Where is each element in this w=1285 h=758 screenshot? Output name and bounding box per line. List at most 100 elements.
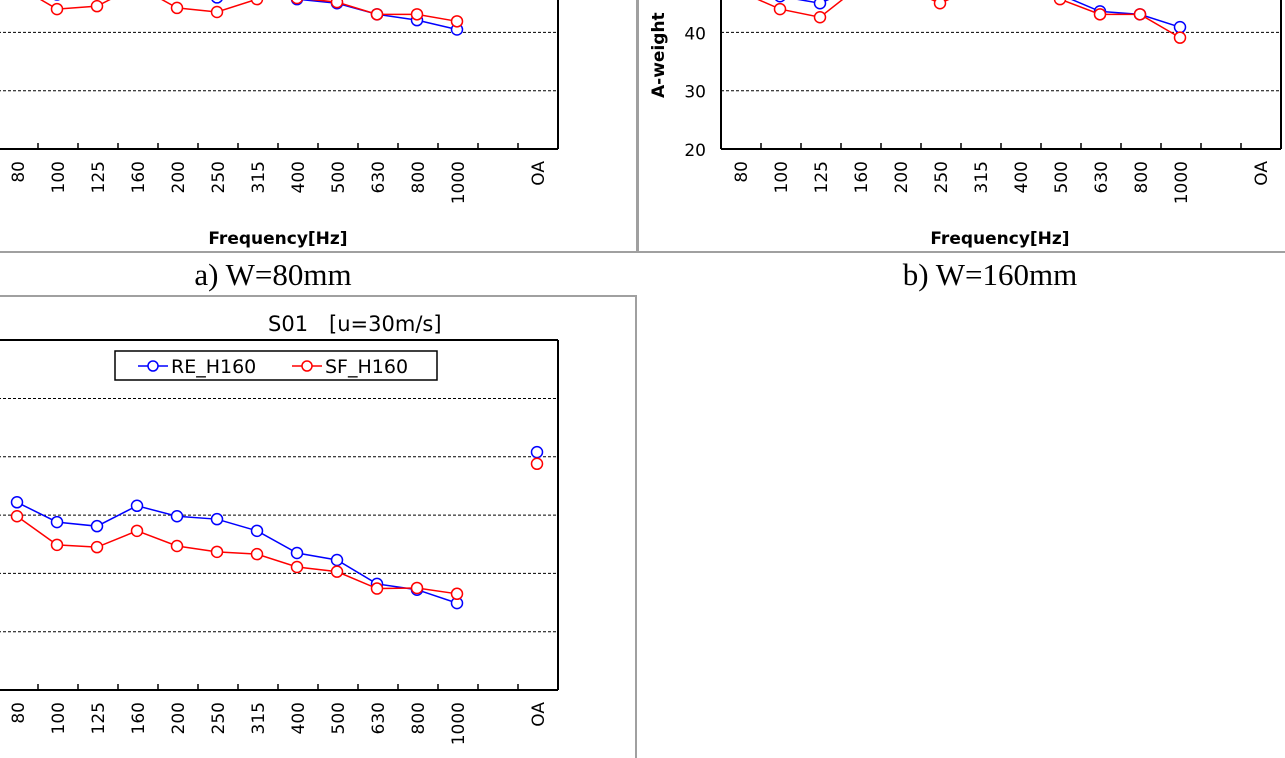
x-tick-label: 80 (732, 161, 752, 183)
data-point-re_h160 (210, 512, 224, 526)
data-point-sf (933, 0, 947, 10)
x-tick-label: 400 (289, 161, 309, 193)
x-tick-label: 400 (1012, 161, 1032, 193)
chart-panel-b: 80 100 125 160 200 250 315 400 500 630 800 1000 OA 20… (684, 0, 1282, 204)
x-axis-label-a: Frequency[Hz] (208, 229, 347, 249)
x-tick-label: 800 (1132, 161, 1152, 193)
data-point-sf_h160 (90, 540, 104, 554)
data-point-sf (773, 2, 787, 16)
x-tick-label: 250 (932, 161, 952, 193)
caption-b: b) W=160mm (903, 257, 1077, 292)
data-point-sf (410, 8, 424, 21)
x-tick-label: 1000 (1172, 161, 1192, 204)
data-point-sf_h160 (210, 545, 224, 559)
data-point-re_h160 (10, 496, 24, 509)
x-tick-label: 125 (89, 161, 109, 193)
x-tick-label: 315 (249, 702, 269, 734)
data-point-sf_h160 (250, 547, 264, 561)
legend-label: SF_H160 (325, 356, 408, 378)
data-point-sf (170, 1, 184, 15)
data-point-sf_h160 (10, 510, 24, 523)
legend-box (114, 350, 438, 381)
x-tick-label: 125 (812, 161, 832, 193)
data-point-sf (90, 0, 104, 13)
data-point-sf (291, 0, 303, 5)
x-tick-label: 500 (329, 702, 349, 734)
x-tick-label: OA (1252, 161, 1272, 186)
x-tick-label: 160 (852, 161, 872, 193)
chart-title-c: S01 [u=30m/s] (268, 312, 442, 336)
x-tick-label: 1000 (449, 161, 469, 204)
data-point-re_h160 (290, 546, 304, 560)
series-line-sf_h160 (16, 515, 458, 595)
data-point-re_h160 (330, 553, 344, 567)
data-point-sf_h160 (290, 560, 304, 574)
legend: RE_H160 SF_H160 (114, 350, 438, 381)
x-tick-label: 160 (129, 702, 149, 734)
x-tick-label: 800 (409, 161, 429, 193)
x-tick-label: 500 (329, 161, 349, 193)
data-point-sf (1173, 31, 1187, 44)
data-point-re (211, 0, 223, 4)
x-tick-label: 400 (289, 702, 309, 734)
data-point-sf (1093, 8, 1107, 21)
x-tick-label: 200 (892, 161, 912, 193)
y-tick-label: 40 (684, 24, 706, 44)
x-axis-label-b: Frequency[Hz] (930, 229, 1069, 249)
data-point-sf_h160 (530, 457, 544, 471)
x-tick-label: 100 (49, 702, 69, 734)
caption-a: a) W=80mm (194, 257, 351, 292)
legend-label: RE_H160 (171, 356, 256, 378)
data-point-re_h160 (90, 519, 104, 533)
y-axis-label-b: A-weight (649, 12, 669, 98)
data-point-sf (370, 8, 384, 21)
data-point-re_h160 (170, 510, 184, 523)
series-line-sf (39, 0, 458, 23)
panel-b-frame (637, 0, 1285, 253)
data-point-sf_h160 (450, 587, 464, 601)
data-point-re (774, 0, 786, 3)
data-point-sf (250, 0, 264, 6)
y-tick-label: 30 (684, 83, 706, 103)
series-group (757, 0, 1187, 44)
data-point-re_h160 (530, 445, 544, 459)
data-point-re_h160 (50, 515, 64, 529)
panel-a-frame (0, 0, 638, 253)
x-tick-label: 80 (9, 702, 29, 724)
data-point-sf (330, 0, 344, 9)
x-tick-label: 800 (409, 702, 429, 734)
data-point-sf_h160 (170, 539, 184, 553)
x-tick-label: 250 (209, 161, 229, 193)
data-point-sf (1053, 0, 1067, 6)
series-group (39, 0, 464, 36)
x-tick-label: 315 (249, 161, 269, 193)
data-point-sf (210, 5, 224, 19)
data-point-sf_h160 (50, 538, 64, 552)
data-point-sf (813, 10, 827, 24)
chart-panel-c: 80 100 125 160 200 250 315 400 500 630 800 1000 OA RE… (0, 339, 559, 745)
series-line-re (297, 0, 458, 31)
data-point-sf_h160 (130, 524, 144, 538)
data-point-sf (450, 15, 464, 28)
x-tick-label: 200 (169, 161, 189, 193)
data-point-sf_h160 (370, 582, 384, 595)
x-tick-label: 500 (1052, 161, 1072, 193)
x-tick-label: 200 (169, 702, 189, 734)
x-tick-label: 630 (1092, 161, 1112, 193)
x-tick-label: OA (529, 702, 549, 727)
data-point-sf (1133, 8, 1147, 21)
x-tick-label: OA (529, 161, 549, 186)
x-tick-label: 160 (129, 161, 149, 193)
y-tick-label: 20 (684, 141, 706, 161)
data-point-sf (50, 2, 64, 16)
data-point-re (813, 0, 827, 10)
x-tick-label: 1000 (449, 702, 469, 745)
x-tick-label: 250 (209, 702, 229, 734)
data-point-sf_h160 (330, 565, 344, 578)
data-point-sf_h160 (410, 581, 424, 595)
data-point-re (1173, 20, 1187, 34)
data-point-re_h160 (250, 524, 264, 538)
series-line-re (797, 0, 1181, 28)
x-tick-label: 100 (49, 161, 69, 193)
